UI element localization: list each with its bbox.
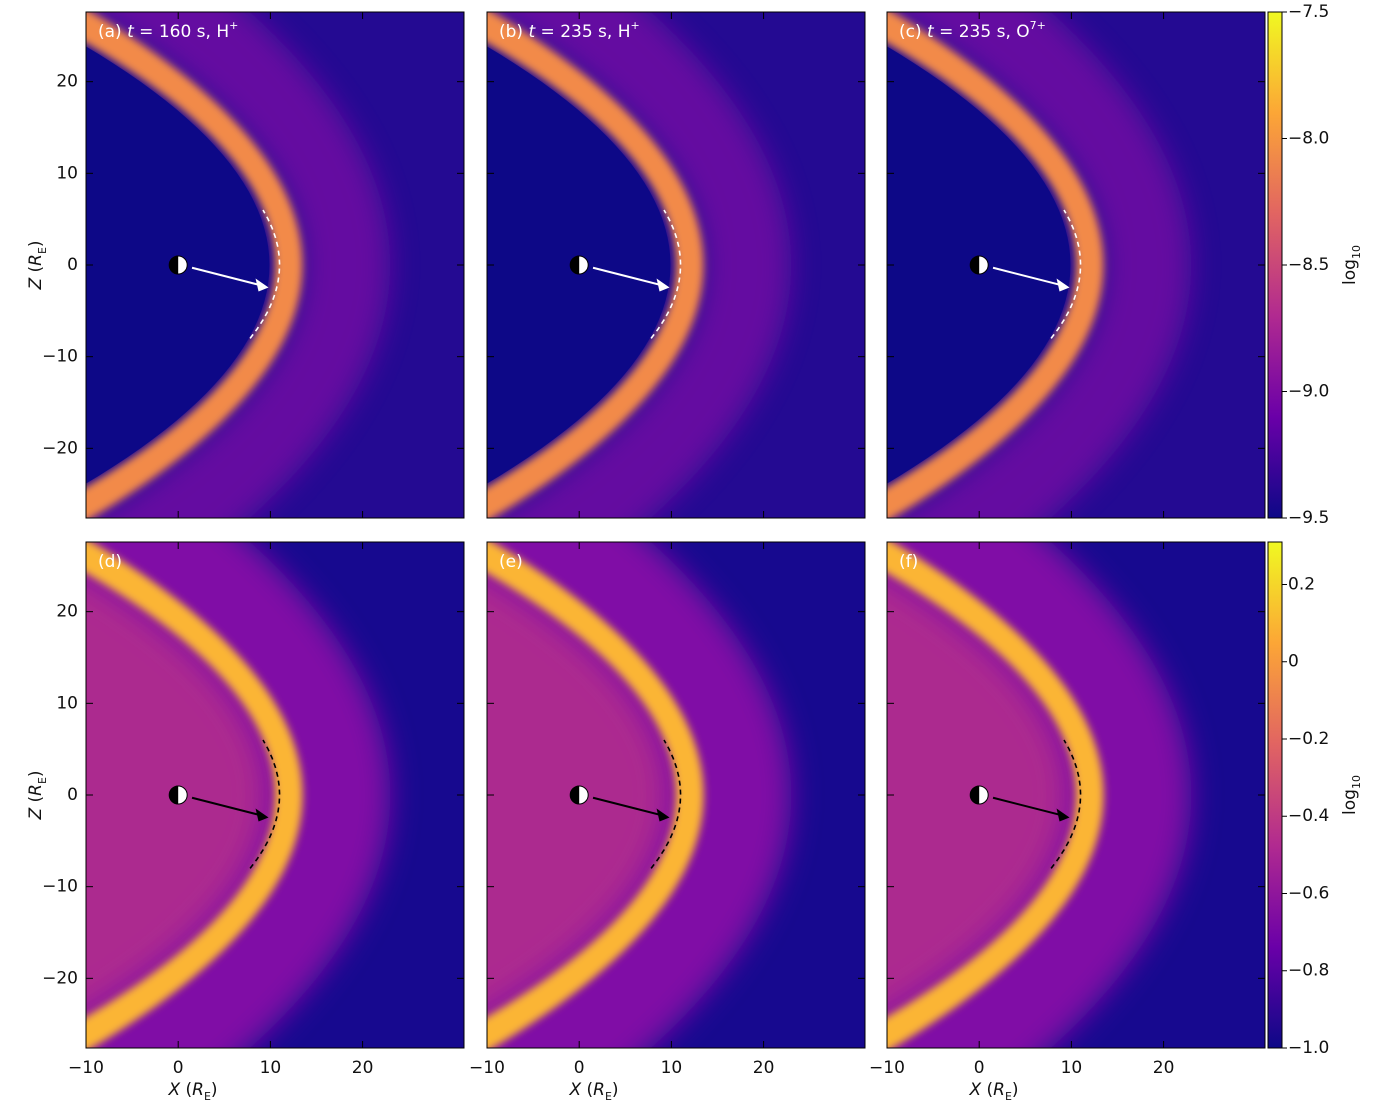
x-tick-label: 20	[753, 1058, 775, 1078]
colorbar-tick-label: −8.0	[1288, 129, 1329, 149]
sheath	[887, 542, 1104, 1048]
panel: (f) −10 0 10 20 X (RE) −1.0 −0.8 −0.6 −0.4 −0.2 0 0.…	[869, 541, 1363, 1103]
earth-night	[570, 256, 580, 274]
sheath	[487, 12, 704, 518]
image	[487, 542, 865, 1048]
image	[86, 12, 464, 518]
y-tick-label: 10	[56, 163, 78, 183]
colorbar-tick-label: −8.5	[1288, 255, 1329, 275]
y-axis-label: Z (RE)	[26, 240, 49, 290]
panel: (e) −10 0 10 20 X (RE)	[469, 541, 866, 1103]
arrow	[592, 266, 666, 288]
panel-title: (d)	[98, 552, 122, 572]
earth-night	[970, 256, 980, 274]
panel-title: (e)	[499, 552, 523, 572]
sheath	[86, 542, 303, 1048]
colorbar-label: log10	[1340, 775, 1363, 815]
x-tick-label: 0	[574, 1058, 585, 1078]
y-tick-label: −20	[42, 968, 78, 988]
arrow	[992, 266, 1066, 288]
arrow	[191, 266, 265, 288]
colorbar-tick-label: −0.8	[1288, 961, 1329, 981]
panel-title: (b) t = 235 s, H+	[499, 19, 640, 43]
y-tick-label: 20	[56, 72, 78, 92]
colorbar	[1267, 11, 1283, 519]
x-tick-label: 10	[661, 1058, 683, 1078]
arrow-head	[1056, 278, 1070, 292]
y-tick-label: −10	[42, 347, 78, 367]
colorbar-tick-label: −1.0	[1288, 1038, 1329, 1058]
earth-night	[169, 786, 179, 804]
sheath	[86, 12, 303, 518]
x-tick-label: 20	[1153, 1058, 1175, 1078]
sheath	[487, 542, 704, 1048]
arrow-head	[656, 278, 670, 292]
panel-title: (f)	[899, 552, 918, 572]
colorbar-tick-label: −0.4	[1288, 806, 1329, 826]
colorbar	[1267, 541, 1283, 1049]
y-tick-label: −10	[42, 877, 78, 897]
colorbar-tick-label: 0	[1288, 652, 1299, 672]
image	[487, 12, 865, 518]
panel: (c) t = 235 s, O7+ −9.5 −9.0 −8.5 −8.0 −7.5 lo…	[886, 2, 1363, 528]
x-axis-label: X (RE)	[568, 1080, 618, 1103]
x-tick-label: 10	[260, 1058, 282, 1078]
sheath	[887, 12, 1104, 518]
halo	[91, 12, 391, 518]
x-tick-label: 10	[1061, 1058, 1083, 1078]
x-axis-label: X (RE)	[968, 1080, 1018, 1103]
x-tick-label: 20	[352, 1058, 374, 1078]
x-tick-label: 0	[173, 1058, 184, 1078]
arrow-head	[255, 808, 269, 822]
y-axis-label: Z (RE)	[26, 770, 49, 820]
arrow	[592, 796, 666, 818]
panel-title: (c) t = 235 s, O7+	[899, 19, 1046, 43]
arrow-head	[255, 278, 269, 292]
panel: (d) −10 0 10 20 −20 −10 0 10 20 X (RE) Z (RE)	[26, 541, 465, 1103]
y-tick-label: 10	[56, 693, 78, 713]
panel-title: (a) t = 160 s, H+	[98, 19, 238, 43]
colorbar-tick-label: 0.2	[1288, 574, 1315, 594]
earth-night	[169, 256, 179, 274]
colorbar-tick-label: −0.6	[1288, 883, 1329, 903]
earth-night	[570, 786, 580, 804]
x-tick-label: −10	[869, 1058, 905, 1078]
y-tick-label: 20	[56, 602, 78, 622]
panel: (b) t = 235 s, H+	[486, 11, 866, 519]
panel: (a) t = 160 s, H+ −20 −10 0 10 20 Z (RE)	[26, 11, 465, 519]
arrow-head	[656, 808, 670, 822]
x-tick-label: −10	[68, 1058, 104, 1078]
halo	[892, 12, 1192, 518]
colorbar-label: log10	[1340, 245, 1363, 285]
x-tick-label: 0	[974, 1058, 985, 1078]
arrow	[992, 796, 1066, 818]
colorbar-tick-label: −9.5	[1288, 508, 1329, 528]
colorbar-tick-label: −0.2	[1288, 729, 1329, 749]
arrow	[191, 796, 265, 818]
halo	[492, 12, 792, 518]
colorbar-tick-label: −7.5	[1288, 2, 1329, 22]
colorbar-tick-label: −9.0	[1288, 382, 1329, 402]
image	[86, 542, 464, 1048]
image	[887, 12, 1265, 518]
x-tick-label: −10	[469, 1058, 505, 1078]
x-axis-label: X (RE)	[167, 1080, 217, 1103]
arrow-head	[1056, 808, 1070, 822]
y-tick-label: 0	[67, 255, 78, 275]
earth-night	[970, 786, 980, 804]
image	[887, 542, 1265, 1048]
y-tick-label: −20	[42, 438, 78, 458]
y-tick-label: 0	[67, 785, 78, 805]
